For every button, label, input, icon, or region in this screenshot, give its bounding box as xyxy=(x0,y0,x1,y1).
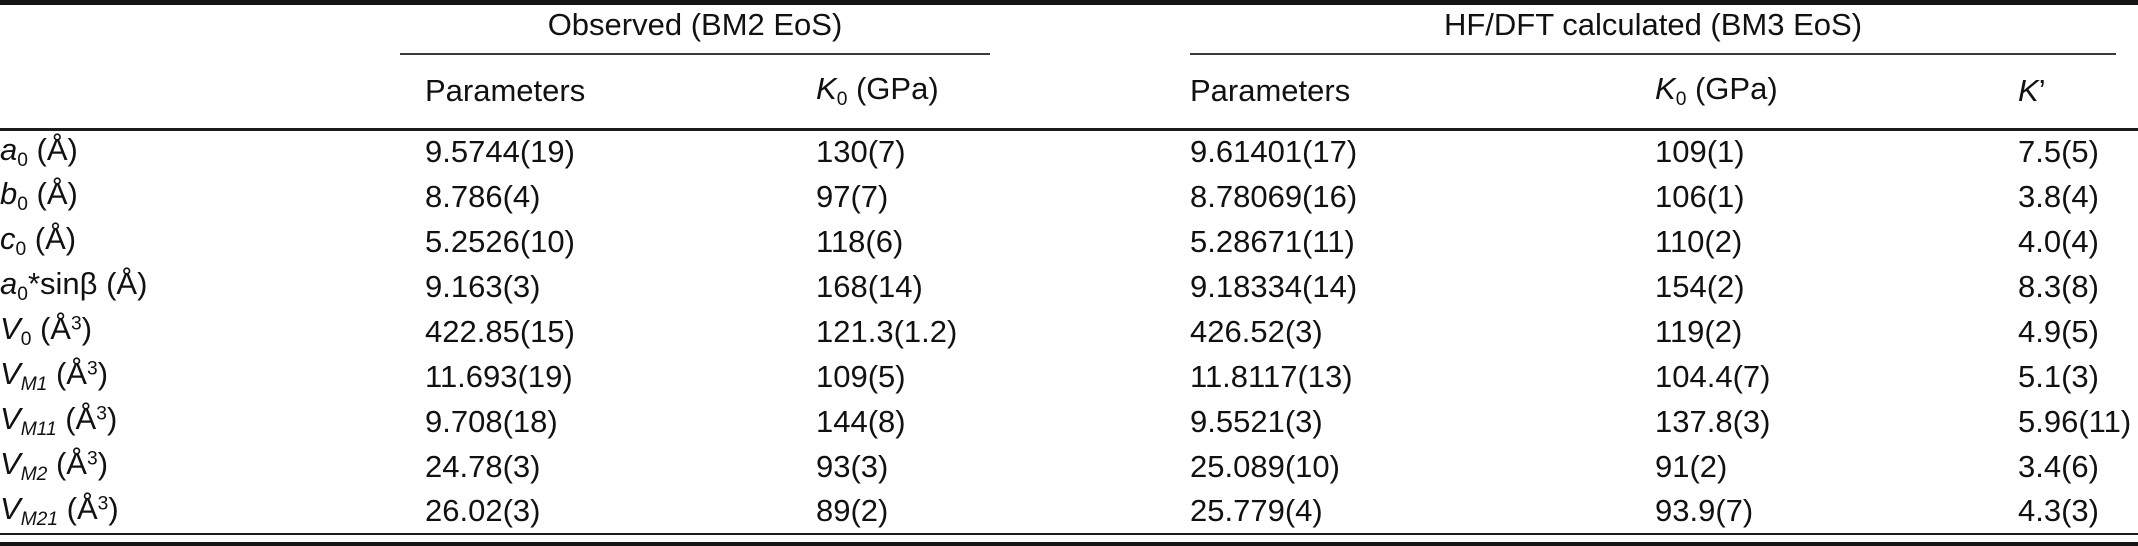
row-label: VM11 (Å3) xyxy=(0,401,118,441)
row-label: V0 (Å3) xyxy=(0,311,93,351)
cell-obs-k0: 168(14) xyxy=(816,268,923,304)
cell-calc-parameters: 426.52(3) xyxy=(1190,313,1323,349)
cell-calc-parameters: 25.779(4) xyxy=(1190,489,1655,535)
cell-k-prime: 3.4(6) xyxy=(2018,448,2099,484)
cell-k-prime: 4.0(4) xyxy=(2018,223,2099,259)
cell-calc-k0: 93.9(7) xyxy=(1655,489,2018,535)
row-label: VM1 (Å3) xyxy=(0,356,109,396)
cell-calc-k0: 91(2) xyxy=(1655,448,1728,484)
cell-obs-parameters: 422.85(15) xyxy=(425,313,575,349)
cell-k-prime: 7.5(5) xyxy=(2018,134,2099,170)
cell-obs-k0: 130(7) xyxy=(816,134,906,170)
cell-obs-k0: 121.3(1.2) xyxy=(816,313,958,349)
cell-obs-k0: 93(3) xyxy=(816,448,889,484)
cell-calc-parameters: 9.5521(3) xyxy=(1190,403,1323,439)
group-header-row: Observed (BM2 EoS) HF/DFT calculated (BM… xyxy=(0,5,2138,55)
subheader-row: Parameters K0 (GPa) Parameters K0 (GPa) … xyxy=(0,55,2138,131)
row-label: b0 (Å) xyxy=(0,176,78,216)
cell-obs-parameters: 26.02(3) xyxy=(425,489,816,535)
cell-k-prime: 4.3(3) xyxy=(2018,489,2138,535)
cell-obs-parameters: 9.5744(19) xyxy=(425,134,575,170)
cell-obs-k0: 118(6) xyxy=(816,223,904,259)
cell-k-prime: 5.1(3) xyxy=(2018,358,2099,394)
cell-k-prime: 5.96(11) xyxy=(2018,403,2132,439)
cell-calc-k0: 109(1) xyxy=(1655,134,1745,170)
table-row-c0: c0 (Å) 5.2526(10) 118(6) 5.28671(11) 110… xyxy=(0,219,2138,264)
table-row-a0-sinbeta: a0*sinβ (Å) 9.163(3) 168(14) 9.18334(14)… xyxy=(0,264,2138,309)
corner-empty-cell xyxy=(0,5,425,55)
col-header-calc-parameters: Parameters xyxy=(1190,55,1655,131)
cell-obs-k0: 89(2) xyxy=(816,489,1190,535)
row-label: a0*sinβ (Å) xyxy=(0,266,148,306)
cell-k-prime: 4.9(5) xyxy=(2018,313,2099,349)
table-row-v0: V0 (Å3) 422.85(15) 121.3(1.2) 426.52(3) … xyxy=(0,309,2138,354)
table-row-a0: a0 (Å) 9.5744(19) 130(7) 9.61401(17) 109… xyxy=(0,129,2138,174)
table-row-vm11: VM11 (Å3) 9.708(18) 144(8) 9.5521(3) 137… xyxy=(0,399,2138,444)
row-label: VM2 (Å3) xyxy=(0,446,109,486)
cell-calc-k0: 119(2) xyxy=(1655,313,1743,349)
cell-obs-parameters: 9.708(18) xyxy=(425,403,558,439)
cell-calc-k0: 154(2) xyxy=(1655,268,1745,304)
group-title-observed: Observed (BM2 EoS) xyxy=(547,7,843,42)
cell-obs-parameters: 11.693(19) xyxy=(425,358,573,394)
eos-parameters-table: Observed (BM2 EoS) HF/DFT calculated (BM… xyxy=(0,5,2138,535)
col-header-obs-k0: K0 (GPa) xyxy=(816,55,1190,131)
cell-obs-k0: 109(5) xyxy=(816,358,906,394)
cell-obs-parameters: 5.2526(10) xyxy=(425,223,575,259)
cell-calc-parameters: 5.28671(11) xyxy=(1190,223,1355,259)
cell-calc-parameters: 9.61401(17) xyxy=(1190,134,1358,170)
table-row-vm1: VM1 (Å3) 11.693(19) 109(5) 11.8117(13) 1… xyxy=(0,354,2138,399)
cell-obs-k0: 97(7) xyxy=(816,178,889,214)
group-title-calculated: HF/DFT calculated (BM3 EoS) xyxy=(1443,7,1863,42)
row-label: c0 (Å) xyxy=(0,221,77,261)
table-bottom-rule xyxy=(0,542,2138,546)
cell-calc-k0: 104.4(7) xyxy=(1655,358,1771,394)
cell-k-prime: 8.3(8) xyxy=(2018,268,2099,304)
cell-obs-parameters: 8.786(4) xyxy=(425,178,541,214)
cell-calc-k0: 110(2) xyxy=(1655,223,1743,259)
group-cell-observed: Observed (BM2 EoS) xyxy=(400,5,1190,55)
col-header-obs-parameters: Parameters xyxy=(425,55,816,131)
cell-calc-parameters: 8.78069(16) xyxy=(1190,178,1358,214)
col-header-calc-k0: K0 (GPa) xyxy=(1655,55,2018,131)
col-header-k-prime: K’ xyxy=(2018,55,2138,131)
cell-calc-k0: 137.8(3) xyxy=(1655,403,1771,439)
subheader-empty xyxy=(0,55,425,131)
cell-calc-k0: 106(1) xyxy=(1655,178,1745,214)
cell-k-prime: 3.8(4) xyxy=(2018,178,2099,214)
table-row-vm2: VM2 (Å3) 24.78(3) 93(3) 25.089(10) 91(2)… xyxy=(0,444,2138,489)
cell-calc-parameters: 11.8117(13) xyxy=(1190,358,1353,394)
cell-calc-parameters: 9.18334(14) xyxy=(1190,268,1358,304)
group-header-calculated: HF/DFT calculated (BM3 EoS) xyxy=(1190,5,2116,55)
cell-obs-parameters: 9.163(3) xyxy=(425,268,541,304)
group-header-observed: Observed (BM2 EoS) xyxy=(400,5,990,55)
cell-calc-parameters: 25.089(10) xyxy=(1190,448,1340,484)
cell-obs-parameters: 24.78(3) xyxy=(425,448,541,484)
table-row-vm21: VM21 (Å3) 26.02(3) 89(2) 25.779(4) 93.9(… xyxy=(0,489,2138,535)
cell-obs-k0: 144(8) xyxy=(816,403,906,439)
table-row-b0: b0 (Å) 8.786(4) 97(7) 8.78069(16) 106(1)… xyxy=(0,174,2138,219)
group-cell-calculated: HF/DFT calculated (BM3 EoS) xyxy=(1190,5,2138,55)
table-top-rule xyxy=(0,0,2138,5)
row-label: VM21 (Å3) xyxy=(0,489,425,535)
row-label: a0 (Å) xyxy=(0,132,78,172)
